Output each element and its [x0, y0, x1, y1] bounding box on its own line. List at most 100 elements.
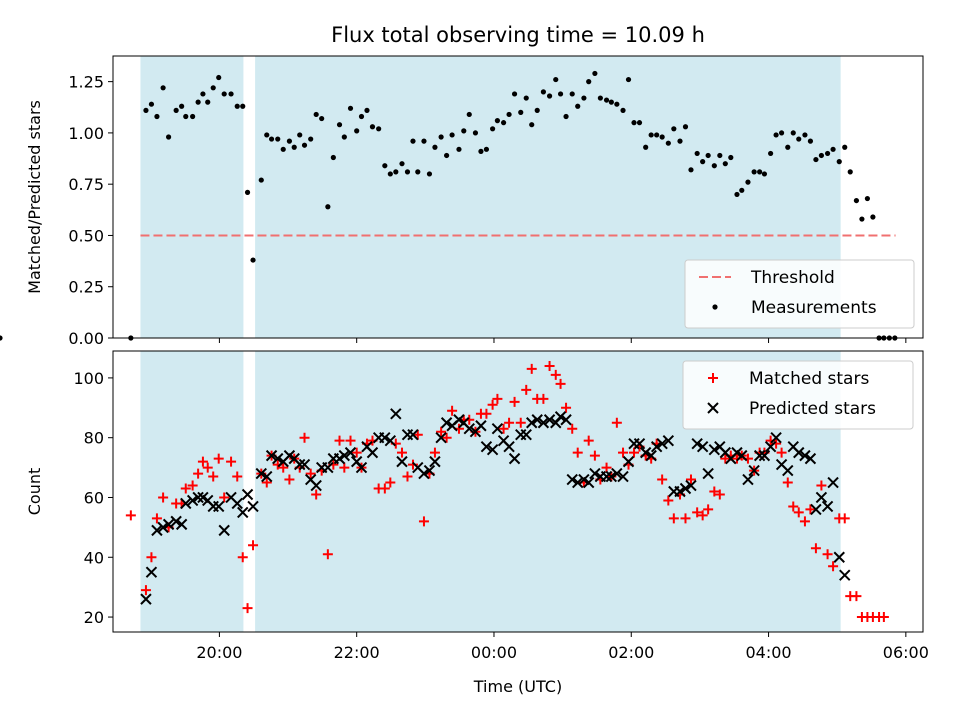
measurement-point — [830, 146, 836, 152]
measurement-point — [154, 113, 160, 120]
measurement-point — [603, 97, 610, 103]
matched-point — [248, 540, 259, 551]
matched-point — [385, 477, 396, 488]
measurement-point — [240, 103, 246, 109]
matched-point — [379, 483, 390, 494]
measurement-point — [438, 134, 444, 140]
predicted-point — [294, 458, 306, 471]
measurement-point — [410, 138, 416, 144]
predicted-point — [175, 518, 188, 531]
measurement-point — [734, 191, 740, 198]
predicted-point — [679, 482, 692, 495]
predicted-point — [265, 449, 278, 462]
predicted-point — [605, 470, 618, 483]
predicted-point — [742, 473, 754, 486]
y-tick-label: 80 — [84, 429, 104, 448]
ratio-panel: 0.00 0.25 0.50 0.75 1.00 1.25 Matched/Predicte… — [0, 55, 924, 348]
matched-point — [572, 447, 583, 458]
predicted-point — [622, 455, 635, 468]
matched-point — [555, 378, 566, 389]
measurement-point — [393, 169, 399, 175]
measurement-point — [864, 195, 870, 202]
predicted-point — [151, 524, 163, 537]
matched-point — [697, 510, 708, 521]
measurement-point — [313, 111, 319, 118]
x-tick-label: 22:00 — [334, 643, 380, 662]
measurement-point — [195, 99, 201, 105]
predicted-point — [440, 417, 453, 429]
predicted-point — [566, 473, 578, 486]
measurement-point — [553, 76, 559, 83]
predicted-point — [503, 440, 515, 453]
matched-point — [481, 408, 492, 419]
predicted-point — [355, 461, 368, 474]
measurement-point — [700, 159, 706, 165]
predicted-point — [486, 443, 499, 456]
predicted-point — [633, 437, 646, 450]
predicted-point — [255, 467, 267, 480]
matched-point — [237, 552, 248, 563]
legend-label: Matched stars — [749, 369, 869, 389]
matched-point — [498, 423, 509, 434]
predicted-point — [758, 449, 771, 462]
matched-point — [793, 507, 804, 518]
measurement-point — [301, 142, 308, 148]
predicted-point — [261, 470, 273, 483]
predicted-point — [157, 521, 169, 534]
measurement-point — [432, 144, 438, 150]
legend-predicted-swatch — [707, 402, 719, 414]
predicted-point — [338, 449, 351, 462]
matched-point — [407, 459, 418, 470]
matched-point — [504, 417, 515, 428]
matched-point — [515, 417, 526, 428]
matched-point — [629, 447, 640, 458]
matched-point — [657, 474, 668, 485]
measurement-point — [160, 85, 166, 91]
predicted-point — [804, 452, 817, 465]
measurement-point — [529, 122, 535, 128]
predicted-point — [463, 423, 475, 435]
measurement-point — [824, 150, 831, 157]
measurement-point — [859, 216, 865, 222]
matched-point — [202, 462, 213, 473]
measurement-point — [490, 126, 496, 132]
measurement-point — [444, 152, 450, 159]
predicted-point — [810, 503, 822, 516]
y-tick-label: 40 — [84, 548, 104, 567]
measurement-point — [456, 146, 462, 152]
matched-point — [278, 462, 289, 473]
measurement-point — [449, 132, 455, 138]
matched-point — [208, 471, 219, 482]
predicted-point — [656, 437, 668, 450]
matched-point — [799, 516, 810, 527]
predicted-point — [186, 494, 199, 507]
matched-point — [322, 549, 333, 560]
predicted-point — [708, 443, 721, 456]
matched-point — [788, 501, 799, 512]
predicted-point — [696, 440, 709, 453]
measurement-point — [575, 103, 581, 109]
predicted-point — [231, 497, 243, 510]
measurement-point — [364, 107, 370, 113]
predicted-point — [748, 464, 760, 477]
measurement-point — [728, 154, 734, 161]
predicted-point — [423, 464, 436, 477]
measurement-point — [722, 161, 728, 167]
measurement-point — [415, 169, 421, 175]
matched-point — [567, 423, 578, 434]
predicted-point — [170, 515, 182, 528]
matched-point — [538, 393, 549, 404]
matched-point — [339, 462, 350, 473]
matched-point — [418, 516, 429, 527]
matched-point — [680, 513, 691, 524]
measurement-point — [569, 91, 575, 97]
measurement-point — [761, 171, 768, 177]
chart-title: Flux total observing time = 10.09 h — [331, 23, 705, 47]
legend-box — [684, 259, 915, 329]
measurement-point — [341, 134, 347, 140]
measurement-point — [354, 128, 360, 134]
measurement-point — [268, 136, 275, 142]
measurement-point — [264, 132, 270, 138]
y-tick-label: 60 — [84, 488, 104, 507]
